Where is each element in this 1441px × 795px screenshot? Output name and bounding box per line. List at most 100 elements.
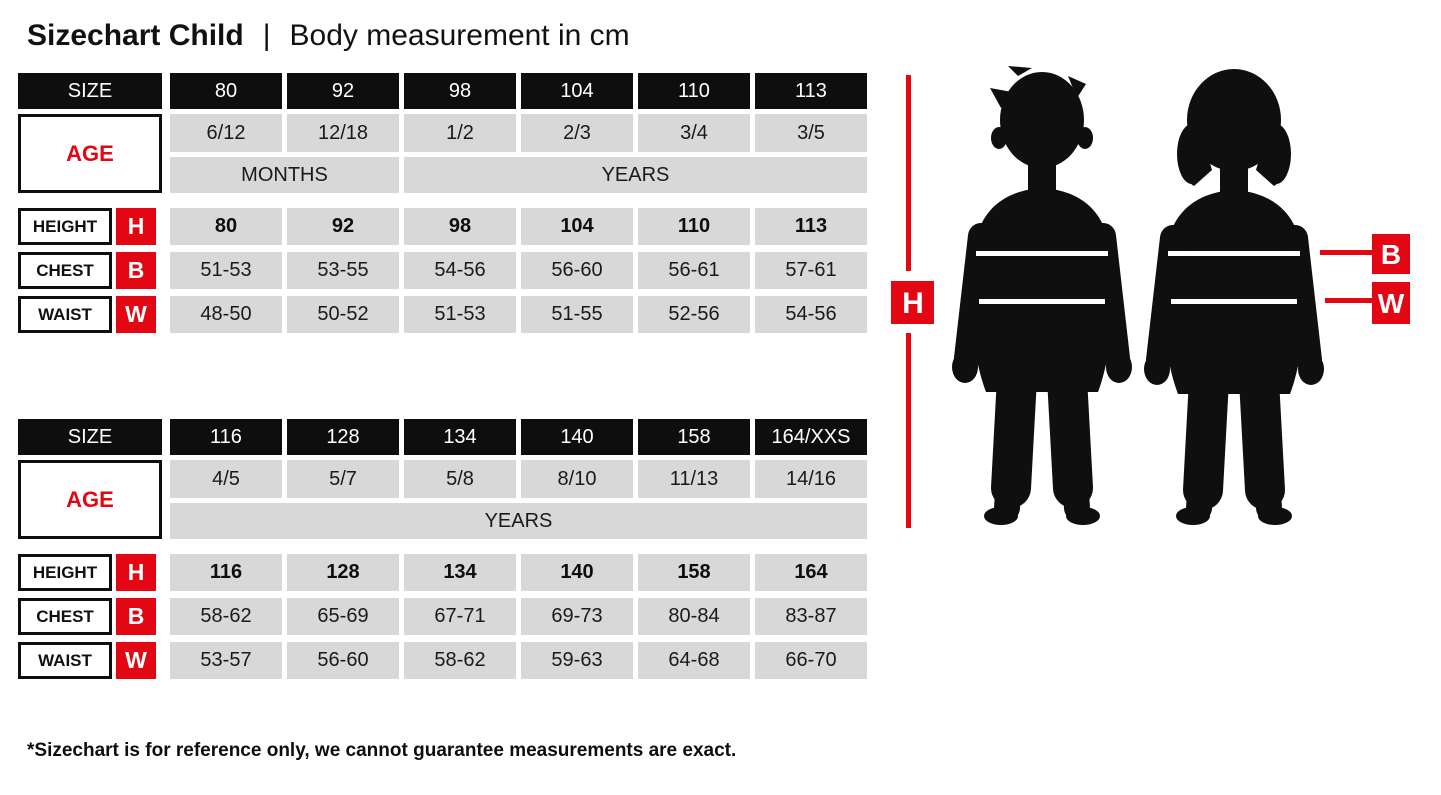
chest-label-group: CHEST B: [18, 598, 162, 635]
height-badge-letter: H: [902, 287, 924, 320]
height-row: HEIGHT H 80 92 98 104 110 113: [18, 208, 868, 245]
size-cell: 104: [521, 73, 633, 109]
height-letter-badge: H: [116, 554, 156, 591]
size-cell: 140: [521, 419, 633, 455]
age-cell: 2/3: [521, 114, 633, 152]
size-row: SIZE 80 92 98 104 110 113: [18, 73, 868, 109]
boy-silhouette-icon: [952, 66, 1132, 525]
waist-label: WAIST: [18, 642, 112, 679]
chest-badge-letter: B: [1381, 239, 1401, 270]
height-label: HEIGHT: [18, 208, 112, 245]
title-subtitle: Body measurement in cm: [289, 19, 630, 52]
chest-cell: 69-73: [521, 598, 633, 635]
height-row: HEIGHT H 116 128 134 140 158 164: [18, 554, 868, 591]
chest-cell: 57-61: [755, 252, 867, 289]
boy-waist-line: [979, 299, 1105, 304]
chest-pointer-line: [1320, 250, 1372, 255]
age-cell: 5/7: [287, 460, 399, 498]
height-cell: 98: [404, 208, 516, 245]
age-cell: 14/16: [755, 460, 867, 498]
sizechart-table-large: SIZE 116 128 134 140 158 164/XXS AGE 4/5…: [18, 419, 868, 686]
chest-cell: 58-62: [170, 598, 282, 635]
footnote: *Sizechart is for reference only, we can…: [27, 740, 737, 761]
height-cell: 92: [287, 208, 399, 245]
title-separator: |: [262, 19, 271, 52]
chest-row: CHEST B 51-53 53-55 54-56 56-60 56-61 57…: [18, 252, 868, 289]
height-measure-line-top: [906, 75, 911, 271]
height-cell: 158: [638, 554, 750, 591]
age-cell: 11/13: [638, 460, 750, 498]
size-cell: 128: [287, 419, 399, 455]
height-cell: 164: [755, 554, 867, 591]
age-units-row: MONTHS YEARS: [18, 157, 868, 193]
chest-cell: 67-71: [404, 598, 516, 635]
size-cell: 158: [638, 419, 750, 455]
chest-badge: [1372, 234, 1410, 274]
waist-cell: 58-62: [404, 642, 516, 679]
height-label: HEIGHT: [18, 554, 112, 591]
waist-row: WAIST W 48-50 50-52 51-53 51-55 52-56 54…: [18, 296, 868, 333]
waist-row: WAIST W 53-57 56-60 58-62 59-63 64-68 66…: [18, 642, 868, 679]
chest-cell: 51-53: [170, 252, 282, 289]
waist-cell: 66-70: [755, 642, 867, 679]
height-letter-badge: H: [116, 208, 156, 245]
size-cell: 164/XXS: [755, 419, 867, 455]
height-cell: 128: [287, 554, 399, 591]
height-cell: 134: [404, 554, 516, 591]
age-cell: 8/10: [521, 460, 633, 498]
chest-letter-badge: B: [116, 252, 156, 289]
age-cell: 4/5: [170, 460, 282, 498]
waist-cell: 51-53: [404, 296, 516, 333]
chest-label: CHEST: [18, 598, 112, 635]
waist-cell: 59-63: [521, 642, 633, 679]
age-row: 6/12 12/18 1/2 2/3 3/4 3/5: [18, 114, 868, 152]
waist-cell: 53-57: [170, 642, 282, 679]
waist-cell: 56-60: [287, 642, 399, 679]
waist-cell: 54-56: [755, 296, 867, 333]
girl-chest-line: [1168, 251, 1300, 256]
waist-cell: 52-56: [638, 296, 750, 333]
waist-letter-badge: W: [116, 296, 156, 333]
size-cell: 116: [170, 419, 282, 455]
waist-cell: 50-52: [287, 296, 399, 333]
height-cell: 116: [170, 554, 282, 591]
size-cell: 134: [404, 419, 516, 455]
chest-cell: 56-61: [638, 252, 750, 289]
waist-cell: 51-55: [521, 296, 633, 333]
waist-cell: 48-50: [170, 296, 282, 333]
size-cell: 92: [287, 73, 399, 109]
chest-cell: 54-56: [404, 252, 516, 289]
chest-cell: 83-87: [755, 598, 867, 635]
chest-cell: 65-69: [287, 598, 399, 635]
age-cell: 1/2: [404, 114, 516, 152]
height-badge: [891, 281, 934, 324]
waist-label: WAIST: [18, 296, 112, 333]
height-label-group: HEIGHT H: [18, 554, 162, 591]
age-cell: 3/4: [638, 114, 750, 152]
age-cell: 12/18: [287, 114, 399, 152]
chest-label-group: CHEST B: [18, 252, 162, 289]
size-cell: 80: [170, 73, 282, 109]
years-unit-cell: YEARS: [404, 157, 867, 193]
title-main: Sizechart Child: [27, 19, 244, 52]
height-label-group: HEIGHT H: [18, 208, 162, 245]
age-cell: 5/8: [404, 460, 516, 498]
girl-waist-line: [1171, 299, 1297, 304]
size-cell: 98: [404, 73, 516, 109]
chest-row: CHEST B 58-62 65-69 67-71 69-73 80-84 83…: [18, 598, 868, 635]
chest-label: CHEST: [18, 252, 112, 289]
age-header-label: AGE: [18, 114, 162, 193]
age-cell: 6/12: [170, 114, 282, 152]
chest-cell: 56-60: [521, 252, 633, 289]
page-title: Sizechart Child | Body measurement in cm: [27, 16, 630, 56]
height-cell: 104: [521, 208, 633, 245]
size-row: SIZE 116 128 134 140 158 164/XXS: [18, 419, 868, 455]
height-cell: 140: [521, 554, 633, 591]
sizechart-table-small: SIZE 80 92 98 104 110 113 AGE 6/12 12/18…: [18, 73, 868, 340]
waist-letter-badge: W: [116, 642, 156, 679]
age-header-label: AGE: [18, 460, 162, 539]
size-header-label: SIZE: [18, 419, 162, 455]
size-cell: 110: [638, 73, 750, 109]
height-measure-line-bottom: [906, 333, 911, 528]
